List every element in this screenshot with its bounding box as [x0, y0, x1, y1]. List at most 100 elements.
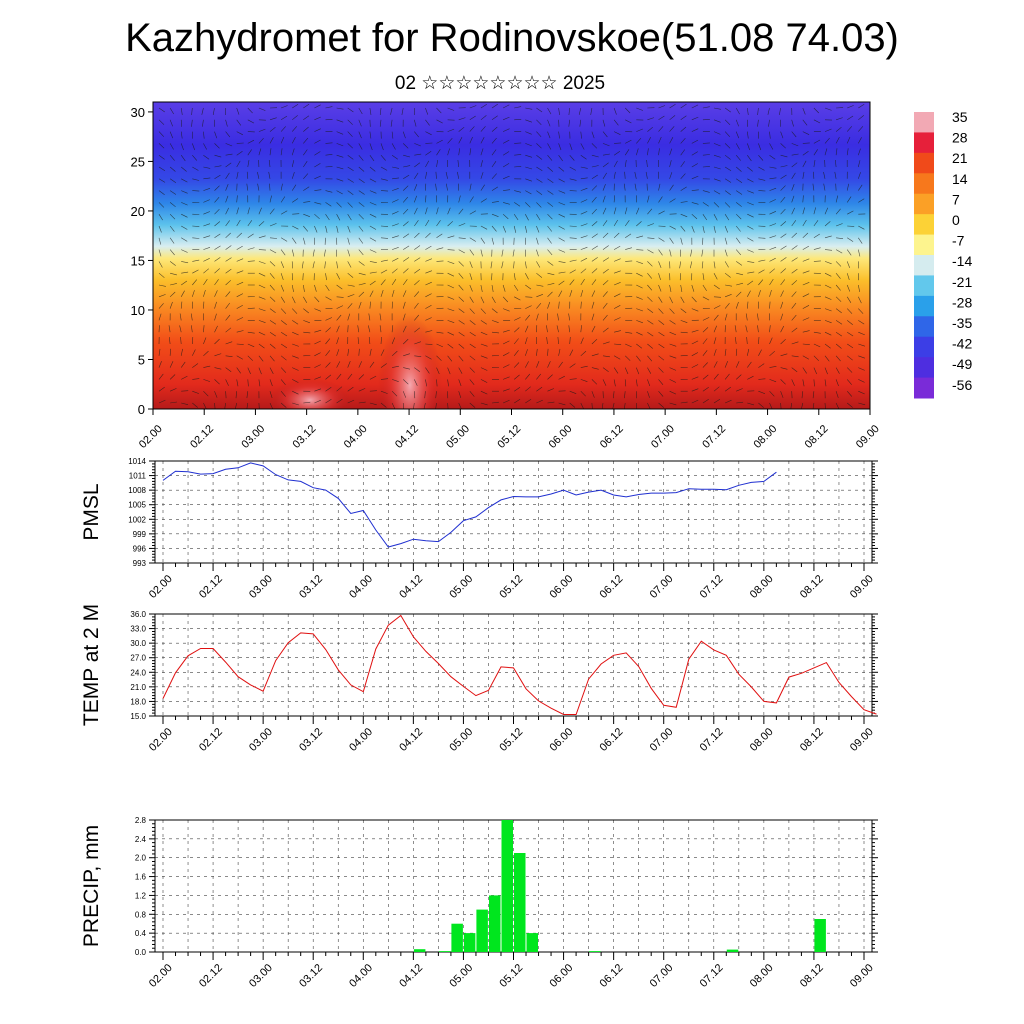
wind-barb [525, 143, 532, 147]
wind-barb [469, 126, 475, 132]
wind-barb [813, 260, 821, 262]
wind-barb [858, 331, 865, 336]
wind-barb [280, 237, 288, 242]
wind-barb [447, 107, 455, 111]
y-tick-label: 15 [131, 253, 145, 268]
wind-barb [347, 360, 351, 368]
wind-barb [680, 401, 688, 404]
wind-barb [658, 249, 663, 256]
wind-barb [158, 294, 166, 298]
wind-barb [680, 296, 685, 304]
wind-barb [758, 237, 766, 239]
wind-barb [791, 220, 797, 227]
colorbar-swatch [914, 316, 934, 338]
wind-barb [269, 296, 276, 302]
wind-barb [669, 320, 676, 325]
wind-barb [225, 314, 231, 321]
wind-barb [602, 195, 606, 203]
wind-barb [425, 343, 433, 345]
wind-barb [292, 213, 300, 215]
wind-barb [214, 279, 219, 286]
wind-barb [212, 107, 215, 115]
wind-barb [158, 225, 162, 233]
wind-barb [469, 210, 477, 215]
wind-barb [735, 301, 739, 309]
wind-barb [602, 119, 606, 127]
wind-barb [858, 402, 866, 406]
wind-barb [202, 119, 204, 127]
wind-barb [747, 202, 754, 206]
wind-barb [225, 131, 231, 138]
wind-barb [236, 151, 243, 156]
wind-barb [602, 291, 608, 297]
wind-barb [458, 367, 463, 374]
wind-barb [669, 160, 672, 168]
wind-barb [691, 189, 699, 191]
wind-barb [702, 398, 709, 404]
wind-barb [558, 213, 566, 218]
wind-barb [580, 154, 587, 160]
wind-barb [591, 208, 597, 215]
wind-barb [369, 402, 377, 406]
chart-title: Kazhydromet for Rodinovskoe(51.08 74.03) [125, 16, 899, 60]
wind-barb [158, 249, 162, 257]
wind-barb [336, 202, 342, 208]
wind-barb [303, 296, 308, 304]
wind-barb [858, 379, 865, 383]
wind-barb [236, 343, 244, 345]
wind-barb [425, 293, 432, 298]
x-tick-label: 06.00 [547, 423, 575, 451]
wind-barb [835, 208, 841, 215]
wind-barb [236, 195, 238, 203]
wind-barb [747, 261, 755, 263]
wind-barb [402, 290, 407, 297]
wind-barb [691, 104, 699, 109]
wind-barb [458, 331, 465, 337]
wind-barb [502, 340, 510, 345]
wind-barb [480, 137, 485, 144]
wind-barb [303, 213, 311, 217]
wind-barb [480, 331, 488, 336]
wind-barb [613, 160, 618, 168]
wind-barb [192, 155, 198, 161]
wind-barb [669, 308, 675, 314]
wind-barb [368, 313, 371, 321]
wind-barb [824, 331, 832, 336]
wind-barb [513, 327, 520, 333]
wind-barb [192, 225, 200, 227]
wind-barb [403, 367, 411, 370]
wind-barb [425, 281, 432, 286]
wind-barb [724, 303, 730, 309]
wind-barb [258, 249, 266, 251]
wind-barb [314, 163, 321, 168]
wind-barb [380, 143, 384, 151]
x-tick-label: 09.00 [848, 962, 876, 990]
wind-barb [358, 178, 365, 184]
wind-barb [747, 280, 754, 286]
wind-barb [180, 336, 182, 345]
wind-barb [380, 178, 388, 181]
wind-barb [536, 261, 541, 268]
wind-barb [435, 391, 437, 399]
wind-barb [757, 325, 759, 333]
wind-barb [680, 103, 687, 109]
wind-barb [824, 367, 828, 375]
wind-barb [469, 284, 473, 292]
wind-barb [214, 131, 218, 139]
wind-barb [836, 237, 844, 239]
wind-barb [569, 155, 575, 161]
wind-barb [391, 279, 397, 286]
wind-barb [758, 166, 765, 171]
wind-barb [602, 220, 608, 227]
wind-barb [580, 337, 584, 345]
wind-barb [791, 232, 798, 239]
wind-barb [802, 195, 804, 203]
wind-barb [269, 223, 277, 227]
wind-barb [336, 190, 343, 195]
wind-barb [291, 284, 294, 292]
wind-barb [491, 331, 500, 334]
wind-barb [602, 143, 610, 147]
wind-barb [802, 150, 809, 156]
wind-barb [580, 268, 587, 274]
wind-barb [369, 290, 374, 297]
